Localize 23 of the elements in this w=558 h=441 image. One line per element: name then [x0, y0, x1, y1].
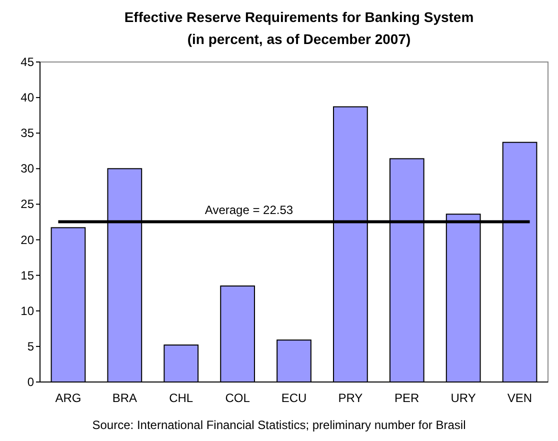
x-tick-label: BRA	[112, 391, 138, 405]
y-tick-label: 40	[20, 90, 34, 105]
y-tick-label: 30	[20, 162, 34, 176]
y-tick-label: 45	[20, 55, 34, 69]
y-tick-label: 0	[27, 375, 34, 389]
y-tick-label: 20	[20, 232, 34, 247]
x-tick-label: COL	[225, 391, 250, 405]
y-tick-label: 15	[20, 268, 34, 282]
x-tick-label: PER	[394, 391, 420, 405]
source-note: Source: International Financial Statistics; preliminary number for Brasil	[92, 418, 466, 432]
ref-line-label: Average = 22.53	[204, 202, 294, 217]
chart-subtitle: (in percent, as of December 2007)	[187, 31, 411, 47]
y-tick-label: 5	[27, 339, 34, 354]
x-tick-label: PRY	[338, 391, 363, 405]
x-tick-label: ECU	[281, 391, 307, 405]
x-tick-label: VEN	[507, 391, 532, 405]
x-tick-label: URY	[450, 391, 476, 405]
y-tick-label: 35	[20, 126, 34, 140]
y-tick-label: 10	[20, 304, 34, 318]
y-tick-label: 25	[20, 197, 34, 212]
x-tick-label: ARG	[55, 391, 82, 405]
chart-title: Effective Reserve Requirements for Banking System	[124, 9, 474, 25]
x-tick-label: CHL	[169, 391, 194, 405]
